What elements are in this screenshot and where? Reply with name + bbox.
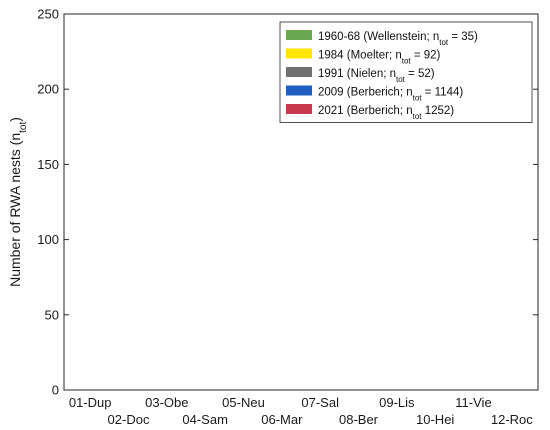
y-tick-label: 50 xyxy=(45,307,59,322)
x-tick-label: 12-Roc xyxy=(491,412,533,427)
y-tick-label: 150 xyxy=(37,157,59,172)
x-tick-label: 10-Hei xyxy=(416,412,454,427)
x-tick-label: 08-Ber xyxy=(339,412,379,427)
x-tick-label: 09-Lis xyxy=(379,395,415,410)
x-tick-label: 11-Vie xyxy=(455,395,491,410)
legend-swatch xyxy=(286,85,312,96)
x-tick-label: 01-Dup xyxy=(69,395,112,410)
legend-swatch xyxy=(286,48,312,59)
legend-entry: 1991 (Nielen; ntot = 52) xyxy=(318,68,435,84)
y-tick-label: 0 xyxy=(52,383,59,398)
legend-entry: 2009 (Berberich; ntot = 1144) xyxy=(318,87,463,103)
legend-swatch xyxy=(286,67,312,77)
x-tick-label: 05-Neu xyxy=(222,395,265,410)
x-tick-label: 03-Obe xyxy=(145,395,188,410)
legend-entry: 2021 (Berberich; ntot 1252) xyxy=(318,105,454,121)
legend-swatch xyxy=(286,104,312,114)
legend-entry: 1984 (Moelter; ntot = 92) xyxy=(318,50,441,66)
legend-box xyxy=(279,21,533,123)
legend-swatch xyxy=(286,30,312,40)
x-tick-label: 07-Sal xyxy=(301,395,339,410)
legend: 1960-68 (Wellenstein; ntot = 35) 1984 (Mo… xyxy=(279,21,533,123)
y-tick-label: 250 xyxy=(37,7,59,22)
x-tick-label: 02-Doc xyxy=(108,412,150,427)
y-tick-label: 100 xyxy=(37,232,59,247)
y-tick-label: 200 xyxy=(37,82,59,97)
x-tick-label: 04-Sam xyxy=(182,412,228,427)
y-axis-label: Number of RWA nests (ntot) xyxy=(7,117,29,287)
legend-entry: 1960-68 (Wellenstein; ntot = 35) xyxy=(318,31,478,47)
x-tick-label: 06-Mar xyxy=(261,412,303,427)
